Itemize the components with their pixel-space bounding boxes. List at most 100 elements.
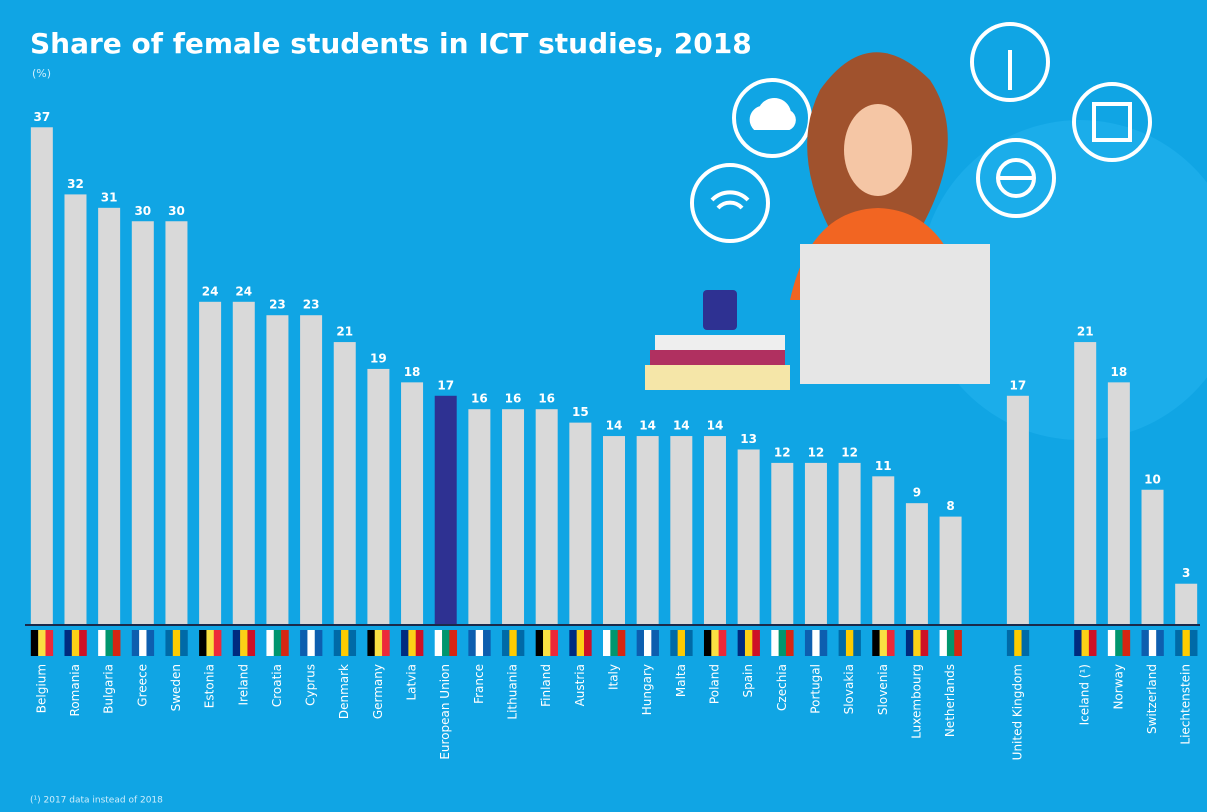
flag [30, 630, 39, 656]
value-label: 37 [33, 110, 50, 124]
flag [610, 630, 618, 656]
bar [300, 315, 323, 624]
flag [232, 630, 241, 656]
flag [550, 630, 558, 656]
value-label: 3 [1182, 566, 1190, 580]
value-label: 19 [370, 351, 387, 365]
value-label: 17 [437, 378, 454, 392]
flag [509, 630, 517, 656]
value-label: 12 [808, 445, 825, 459]
flag [905, 630, 914, 656]
flag [939, 630, 948, 656]
flag [442, 630, 450, 656]
flag [913, 630, 921, 656]
bar [434, 395, 457, 624]
bar [804, 462, 827, 624]
flag [651, 630, 659, 656]
value-label: 32 [67, 177, 84, 191]
flag [1006, 630, 1015, 656]
bar [367, 368, 390, 624]
bar [905, 503, 928, 624]
bar [1175, 583, 1198, 624]
x-tick-label: France [472, 664, 486, 704]
decor [920, 120, 1207, 440]
bar [939, 516, 962, 624]
flag [576, 630, 585, 656]
bar [838, 462, 861, 624]
value-label: 10 [1144, 472, 1161, 486]
flag [348, 630, 357, 656]
x-tick-label: Malta [674, 664, 688, 697]
flag [98, 630, 106, 656]
bar [771, 462, 794, 624]
flag [408, 630, 417, 656]
flag [584, 630, 592, 656]
flag [434, 630, 443, 656]
flag [703, 630, 712, 656]
flag [206, 630, 215, 656]
flag [146, 630, 155, 656]
x-tick-label: Sweden [169, 664, 183, 711]
flag [240, 630, 248, 656]
bar [64, 194, 87, 624]
bar [737, 449, 760, 624]
flag [449, 630, 458, 656]
x-tick-label: Finland [539, 664, 553, 707]
x-tick-label: United Kingdom [1010, 664, 1024, 760]
x-tick-label: Iceland (¹) [1078, 664, 1092, 725]
flag [603, 630, 611, 656]
bar [703, 436, 726, 624]
flag [1014, 630, 1022, 656]
flag [165, 630, 174, 656]
flag [1122, 630, 1131, 656]
bar [266, 315, 289, 624]
value-label: 31 [101, 190, 118, 204]
flag [502, 630, 510, 656]
flag [1021, 630, 1030, 656]
value-label: 8 [946, 499, 954, 513]
flag [718, 630, 727, 656]
x-tick-label: Latvia [405, 664, 419, 701]
x-tick-label: Denmark [337, 664, 351, 719]
value-label: 23 [269, 298, 286, 312]
flag [1175, 630, 1183, 656]
value-label: 9 [913, 486, 921, 500]
bar [199, 301, 222, 624]
bar [468, 409, 491, 624]
value-label: 15 [572, 405, 589, 419]
flag [266, 630, 275, 656]
flag [247, 630, 256, 656]
flag [333, 630, 342, 656]
flag [670, 630, 678, 656]
flag [367, 630, 376, 656]
flag [1081, 630, 1090, 656]
value-label: 23 [303, 298, 320, 312]
flag [643, 630, 652, 656]
bar [1107, 382, 1130, 624]
bar [502, 409, 525, 624]
x-tick-label: Cyprus [304, 664, 318, 706]
x-tick-label: Greece [135, 664, 149, 707]
x-tick-label: Norway [1111, 664, 1125, 710]
flag [45, 630, 54, 656]
flag [535, 630, 544, 656]
flag [382, 630, 390, 656]
x-tick-label: Romania [68, 664, 82, 716]
bar [401, 382, 424, 624]
x-tick-label: European Union [438, 664, 452, 760]
flag [273, 630, 282, 656]
flag [677, 630, 686, 656]
flag [684, 630, 693, 656]
flag [1074, 630, 1082, 656]
bar [670, 436, 693, 624]
value-label: 11 [875, 459, 892, 473]
flag [1141, 630, 1150, 656]
bar [1006, 395, 1029, 624]
bar [333, 342, 356, 624]
flag [1148, 630, 1157, 656]
x-tick-label: Germany [371, 664, 385, 719]
flag [879, 630, 888, 656]
flag [812, 630, 820, 656]
flag [199, 630, 207, 656]
value-label: 14 [707, 419, 724, 433]
